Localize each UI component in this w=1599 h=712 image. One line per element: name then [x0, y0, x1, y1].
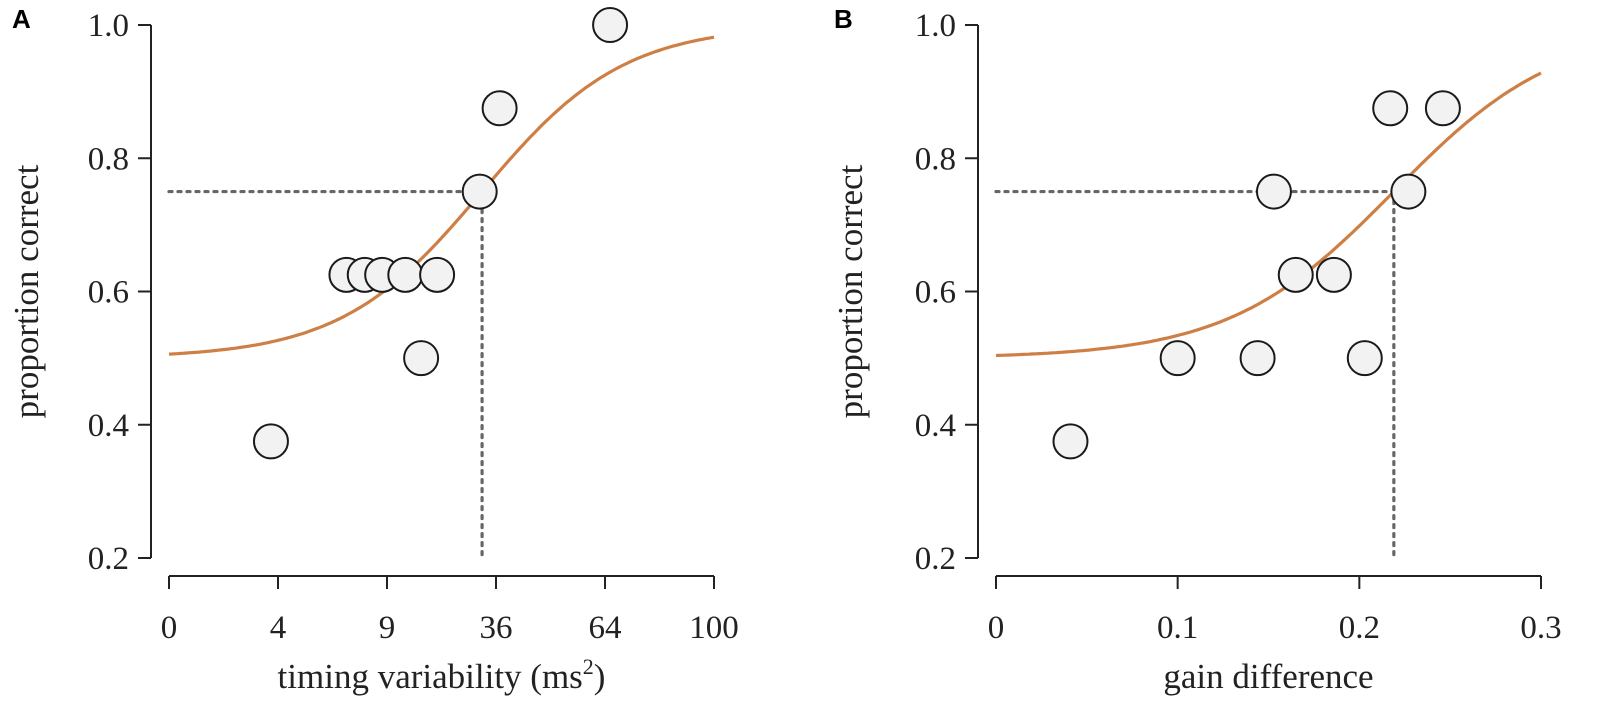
y-tick-label: 1.0 — [915, 8, 956, 44]
x-tick-label: 9 — [379, 610, 396, 646]
data-point — [419, 256, 456, 293]
y-axis-title: proportion correct — [7, 164, 46, 418]
data-point — [461, 173, 498, 210]
x-tick-label: 0.2 — [1339, 610, 1380, 646]
data-point — [1346, 340, 1383, 377]
y-tick-label: 0.2 — [88, 541, 129, 577]
x-tick-label: 36 — [480, 610, 513, 646]
panel-b: B 0.2 0.4 0.6 0.8 1.0 0 0.1 0.2 0.3 gain differen… — [831, 4, 1562, 696]
x-tick-label: 64 — [589, 610, 622, 646]
data-point — [1372, 90, 1409, 127]
x-tick-label: 0 — [988, 610, 1005, 646]
data-point — [481, 90, 518, 127]
x-axis-title: timing variability (ms2) — [278, 654, 606, 696]
panel-label-a: A — [12, 4, 31, 34]
panel-label-b: B — [834, 4, 853, 34]
data-point — [387, 256, 424, 293]
y-tick-label: 0.8 — [915, 141, 956, 177]
x-tick-label: 4 — [270, 610, 287, 646]
y-tick-label: 0.8 — [88, 141, 129, 177]
x-tick-label: 0 — [161, 610, 178, 646]
x-axis-title-superscript: 2 — [583, 654, 594, 679]
fit-curve — [168, 35, 715, 356]
data-point — [252, 423, 289, 460]
y-tick-label: 0.6 — [915, 275, 956, 311]
data-point — [1159, 340, 1196, 377]
y-tick-label: 0.4 — [915, 408, 956, 444]
data-point — [1239, 340, 1276, 377]
data-point — [1390, 173, 1427, 210]
data-point — [1424, 90, 1461, 127]
x-axis-title-suffix: ) — [594, 657, 606, 696]
y-tick-label: 0.4 — [88, 408, 129, 444]
data-point — [1255, 173, 1292, 210]
data-point — [403, 340, 440, 377]
x-tick-label: 0.3 — [1520, 610, 1561, 646]
y-tick-label: 1.0 — [88, 8, 129, 44]
x-tick-label: 0.1 — [1157, 610, 1198, 646]
y-tick-label: 0.6 — [88, 275, 129, 311]
data-point — [592, 7, 629, 43]
y-tick-label: 0.2 — [915, 541, 956, 577]
fit-curve — [995, 71, 1542, 358]
data-point — [1277, 256, 1314, 293]
panel-a: A 0.2 0.4 0.6 0.8 1.0 0 4 9 36 64 100 timing variab… — [7, 4, 739, 696]
y-axis-title: proportion correct — [831, 164, 870, 418]
x-axis-title: gain difference — [1163, 657, 1373, 696]
x-axis-title-text: timing variability (ms — [278, 657, 583, 696]
x-tick-label: 100 — [689, 610, 739, 646]
data-point — [1052, 423, 1089, 460]
data-point — [1315, 256, 1352, 293]
x-axis-title-text: gain difference — [1163, 657, 1373, 696]
